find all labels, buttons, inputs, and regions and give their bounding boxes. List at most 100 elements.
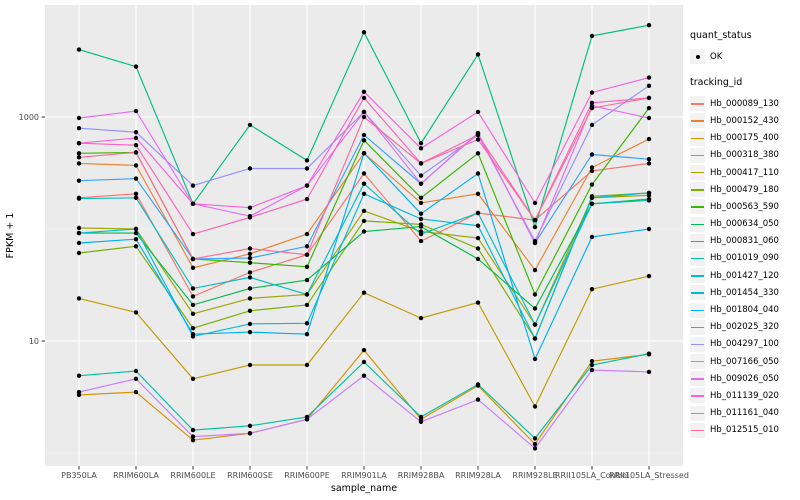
legend-key-line-icon [690, 371, 705, 387]
x-tick-label: RRII105LA_Control [555, 471, 629, 480]
x-tick-label: RRIM600LA [113, 471, 159, 480]
data-point [646, 161, 652, 166]
data-point [304, 183, 310, 188]
data-point [532, 404, 538, 409]
y-axis-title: FPKM + 1 [5, 213, 16, 259]
data-point [361, 359, 367, 365]
data-point [418, 200, 424, 206]
data-point [589, 105, 595, 111]
data-point [190, 231, 196, 237]
data-point [532, 217, 538, 223]
data-point [247, 270, 253, 275]
data-point [133, 64, 139, 69]
legend-title-quant-status: quant_status [690, 30, 752, 41]
data-point [532, 336, 538, 341]
data-point [475, 52, 481, 57]
data-point [418, 419, 424, 424]
data-point [361, 109, 367, 115]
data-point [304, 332, 310, 337]
data-point [133, 108, 139, 114]
data-point [247, 260, 253, 265]
data-point [133, 143, 139, 148]
data-point [361, 290, 367, 295]
data-point [76, 250, 82, 256]
data-point [304, 362, 310, 368]
legend-key-line-icon [690, 405, 705, 421]
data-point [361, 218, 367, 224]
data-point [76, 389, 82, 395]
legend-item-Hb_011139_020: Hb_011139_020 [690, 387, 798, 404]
data-point [190, 294, 196, 299]
legend-key-line-icon [690, 165, 705, 181]
data-point [304, 244, 310, 249]
x-tick-label: RRIM928BA [398, 471, 445, 480]
data-point [133, 176, 139, 181]
legend-item-label: Hb_000152_430 [710, 115, 779, 126]
data-point [475, 235, 481, 241]
legend-key-line-icon [690, 268, 705, 284]
data-point [304, 292, 310, 297]
data-point [76, 141, 82, 146]
data-point [361, 132, 367, 138]
legend-key-line-icon [690, 250, 705, 266]
legend-item-Hb_000152_430: Hb_000152_430 [690, 112, 798, 129]
data-point [646, 351, 652, 356]
data-point [532, 240, 538, 246]
data-point [133, 191, 139, 196]
data-point [475, 300, 481, 305]
data-point [646, 157, 652, 162]
data-point [361, 208, 367, 214]
legend-item-label: Hb_002025_320 [710, 322, 779, 333]
data-point [532, 267, 538, 273]
data-point [247, 215, 253, 220]
data-point [190, 256, 196, 262]
data-point [532, 441, 538, 447]
data-point [646, 95, 652, 101]
legend-item-label: OK [710, 51, 723, 62]
legend-item-label: Hb_001427_120 [710, 270, 779, 281]
data-point [247, 286, 253, 291]
data-point [133, 130, 139, 135]
data-point [247, 255, 253, 261]
legend-key-line-icon [690, 422, 705, 438]
data-point [190, 427, 196, 433]
data-point [361, 138, 367, 143]
data-point [418, 173, 424, 178]
x-tick-label: RRIM600SE [227, 471, 273, 480]
legend-key-line-icon [690, 182, 705, 198]
legend-key-point-icon [690, 49, 705, 65]
data-point [532, 322, 538, 327]
data-point [76, 155, 82, 160]
data-point [475, 397, 481, 402]
data-point [76, 47, 82, 52]
legend-key-line-icon [690, 336, 705, 352]
data-point [361, 89, 367, 95]
data-point [589, 165, 595, 170]
data-point [76, 373, 82, 378]
data-point [589, 33, 595, 39]
data-point [304, 321, 310, 326]
legend-key-line-icon [690, 233, 705, 249]
data-point [76, 115, 82, 121]
data-point [475, 223, 481, 228]
legend-item-Hb_007166_050: Hb_007166_050 [690, 353, 798, 370]
legend-item-label: Hb_000089_130 [710, 98, 779, 109]
legend-item-Hb_001804_040: Hb_001804_040 [690, 301, 798, 318]
data-point [475, 171, 481, 176]
data-point [361, 373, 367, 378]
data-point [361, 191, 367, 196]
legend-item-label: Hb_000831_060 [710, 236, 779, 247]
data-point [247, 296, 253, 301]
legend-item-Hb_001019_090: Hb_001019_090 [690, 250, 798, 267]
data-point [418, 181, 424, 186]
data-point [589, 90, 595, 95]
legend-item-label: Hb_000417_110 [710, 167, 779, 178]
data-point [475, 256, 481, 262]
data-point [190, 332, 196, 337]
legend-item-label: Hb_007166_050 [710, 356, 779, 367]
data-point [190, 183, 196, 188]
data-point [475, 132, 481, 138]
data-point [133, 244, 139, 249]
